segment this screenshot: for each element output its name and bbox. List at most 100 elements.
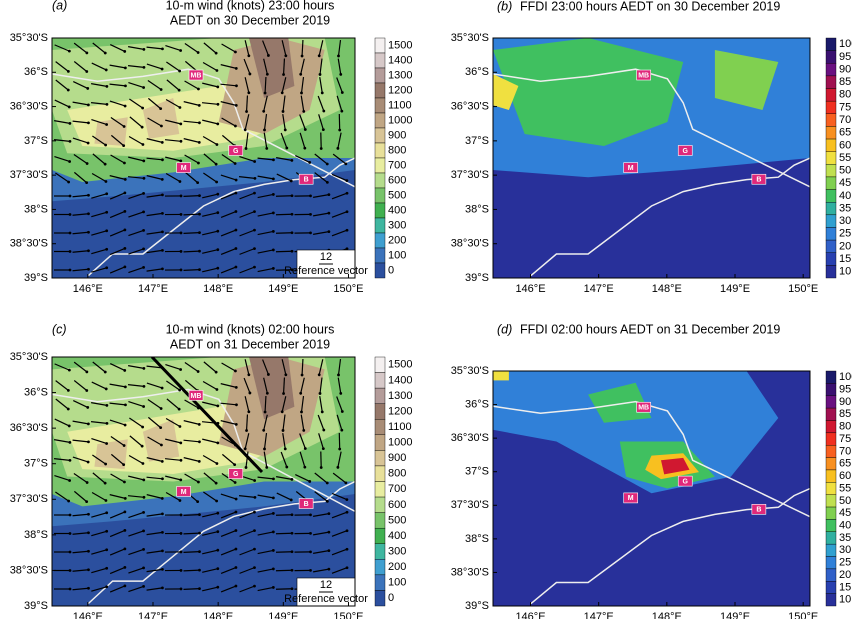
wind-head: [68, 160, 72, 163]
wind-head: [216, 266, 220, 270]
colorbar-swatch: [825, 383, 837, 396]
wind-head: [103, 370, 107, 374]
wind-head: [263, 410, 267, 414]
wind-head: [178, 388, 182, 392]
wind-vector: [336, 77, 343, 93]
wind-vector: [147, 117, 162, 127]
wind-head: [105, 585, 109, 589]
wind-vector: [220, 420, 237, 425]
colorbar-swatch: [374, 434, 386, 451]
wind-head: [338, 128, 342, 132]
x-tick-label: 150°E: [333, 611, 363, 619]
x-tick-label: 148°E: [203, 611, 233, 619]
field-region: [493, 371, 509, 381]
wind-vector: [129, 98, 143, 109]
wind-head: [103, 51, 107, 55]
wind-head: [262, 428, 266, 432]
x-tick-label: 150°E: [788, 283, 818, 295]
wind-head: [290, 568, 294, 572]
wind-vector: [243, 58, 251, 75]
wind-head: [124, 403, 127, 407]
wind-head: [290, 513, 294, 517]
wind-vector: [128, 156, 144, 162]
wind-vector: [146, 513, 163, 517]
wind-head: [123, 584, 127, 588]
wind-vector: [220, 529, 237, 538]
wind-head: [345, 210, 349, 214]
y-tick-label: 37°30'S: [451, 169, 489, 181]
x-tick-label: 146°E: [515, 283, 545, 295]
wind-head: [123, 228, 127, 232]
y-tick-label: 37°30'S: [451, 499, 489, 511]
colorbar-label: 100: [388, 577, 406, 589]
wind-head: [263, 128, 266, 132]
wind-vector: [203, 361, 217, 373]
wind-head: [68, 250, 72, 253]
wind-vector: [263, 451, 268, 468]
wind-head: [253, 265, 256, 269]
wind-vector: [72, 120, 89, 124]
wind-head: [247, 410, 251, 414]
wind-vector: [128, 81, 144, 89]
wind-head: [179, 250, 183, 253]
wind-vector: [281, 40, 287, 56]
y-tick-label: 37°S: [24, 458, 48, 470]
wind-head: [67, 499, 71, 503]
wind-head: [233, 162, 237, 165]
wind-head: [216, 567, 220, 571]
wind-head: [68, 213, 72, 216]
wind-head: [345, 179, 349, 182]
colorbar-swatch: [825, 214, 837, 228]
wind-head: [214, 481, 218, 485]
reference-value: 12: [320, 579, 332, 591]
wind-vector: [54, 99, 70, 108]
wind-vector: [110, 363, 125, 371]
field-region: [142, 98, 180, 139]
colorbar-swatch: [825, 164, 837, 178]
colorbar-label: 25: [839, 228, 851, 240]
wind-head: [317, 54, 321, 58]
wind-vector: [183, 457, 200, 462]
wind-head: [68, 479, 72, 482]
wind-head: [327, 193, 331, 197]
y-tick-label: 38°S: [24, 203, 48, 215]
wind-head: [300, 54, 304, 58]
wind-head: [309, 212, 312, 216]
colorbar-label: 1400: [388, 54, 412, 66]
wind-vector: [220, 548, 237, 556]
wind-vector: [220, 210, 237, 219]
x-tick-label: 148°E: [652, 283, 682, 295]
field-region: [142, 419, 180, 462]
wind-head: [197, 103, 201, 107]
wind-head: [161, 158, 164, 162]
wind-vector: [166, 79, 180, 91]
wind-vector: [91, 118, 107, 126]
wind-head: [247, 373, 251, 377]
wind-head: [178, 499, 182, 502]
wind-vector: [239, 585, 255, 593]
wind-head: [281, 429, 285, 432]
colorbar-swatch: [825, 176, 837, 190]
wind-head: [179, 368, 183, 371]
wind-vector: [92, 42, 106, 54]
wind-vector: [337, 132, 342, 149]
wind-head: [161, 230, 164, 234]
wind-vector: [91, 567, 107, 574]
wind-vector: [300, 377, 305, 394]
wind-head: [68, 440, 72, 444]
field: [493, 38, 810, 278]
wind-vector: [147, 416, 162, 429]
colorbar-swatch: [374, 481, 386, 498]
wind-head: [214, 162, 218, 166]
wind-head: [104, 68, 108, 72]
wind-head: [234, 178, 238, 182]
wind-head: [197, 87, 200, 91]
wind-vector: [202, 586, 218, 592]
wind-head: [340, 91, 344, 94]
wind-vector: [146, 175, 163, 180]
field-region: [52, 494, 355, 606]
wind-head: [142, 405, 146, 408]
wind-vector: [203, 153, 217, 165]
wind-head: [141, 143, 145, 146]
wind-vector: [239, 548, 255, 556]
